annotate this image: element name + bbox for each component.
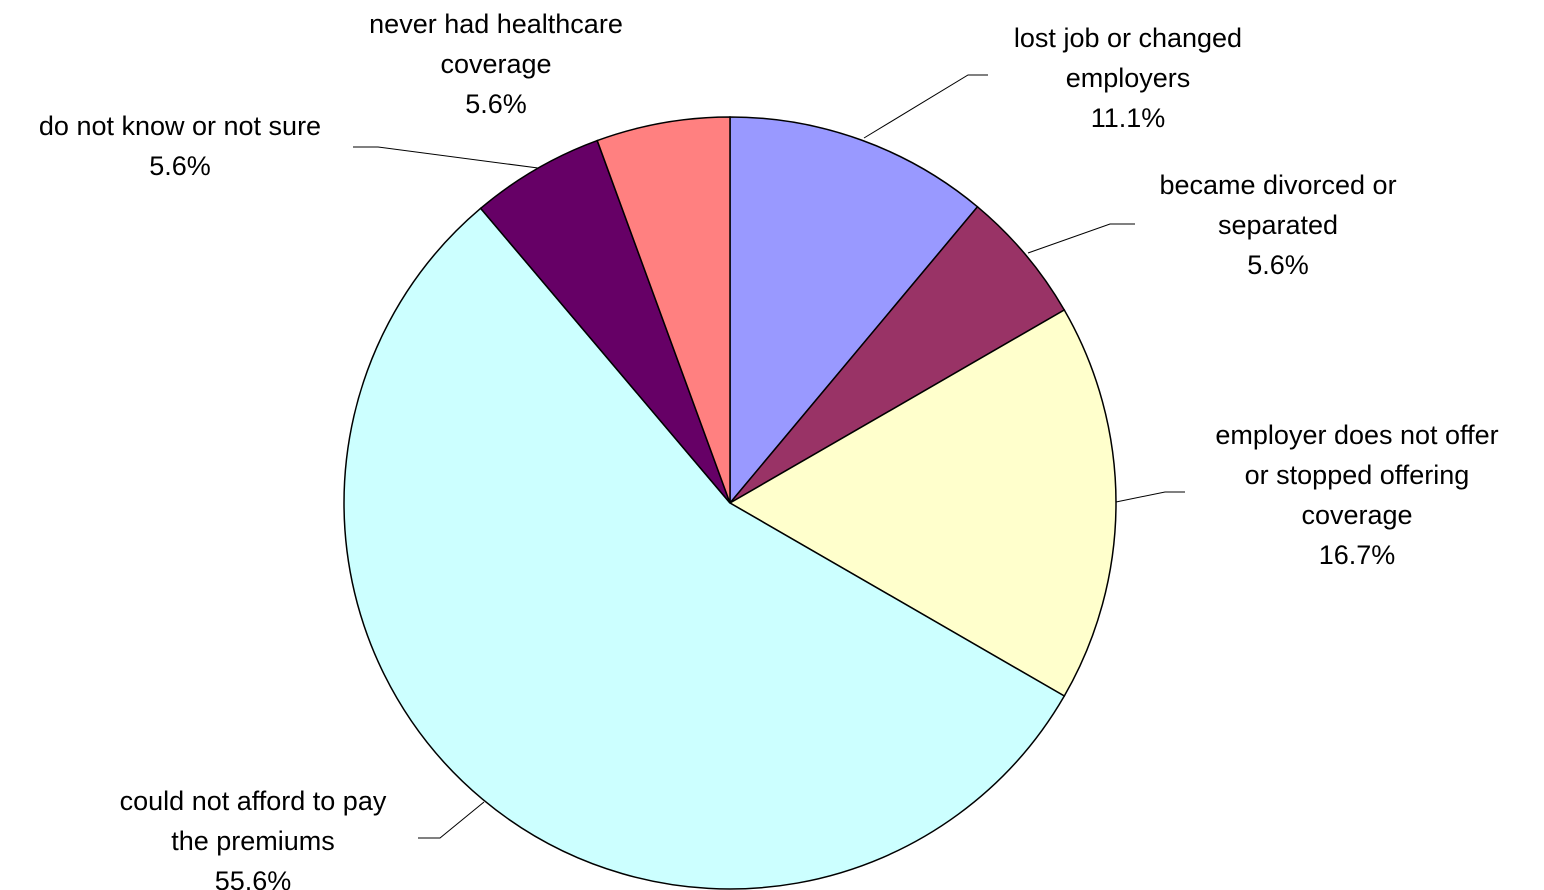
slice-label-2: became divorced or separated 5.6% xyxy=(1159,170,1396,280)
pie-slice-2 xyxy=(729,205,1066,504)
slice-category-label: do not know or not sure xyxy=(39,111,321,141)
leader-lines xyxy=(353,74,1185,839)
slice-category-label: employer does not offer xyxy=(1215,420,1498,450)
slice-value-label: 55.6% xyxy=(215,866,292,890)
slice-label-1: lost job or changed employers 11.1% xyxy=(1014,23,1242,133)
pie-slice-1 xyxy=(729,116,979,506)
leader-line-3 xyxy=(1115,491,1185,503)
slice-category-label: became divorced or xyxy=(1159,170,1396,200)
leader-line-2 xyxy=(1027,223,1135,254)
pie-slice-5 xyxy=(479,139,731,504)
slice-category-label: or stopped offering xyxy=(1245,460,1470,490)
slice-value-label: 5.6% xyxy=(465,89,527,119)
slice-category-label: could not afford to pay xyxy=(120,786,387,816)
pie-slice-6 xyxy=(596,116,731,504)
leader-line-5 xyxy=(353,146,539,169)
slice-label-6: never had healthcare coverage 5.6% xyxy=(369,9,623,119)
slice-label-5: do not know or not sure 5.6% xyxy=(39,111,321,181)
slice-category-label: coverage xyxy=(440,49,551,79)
leader-line-1 xyxy=(863,74,988,139)
slice-value-label: 16.7% xyxy=(1319,540,1396,570)
slice-label-4: could not afford to pay the premiums 55.6% xyxy=(120,786,387,890)
slice-category-label: employers xyxy=(1066,63,1191,93)
slice-category-label: lost job or changed xyxy=(1014,23,1242,53)
slice-label-3: employer does not offer or stopped offeri… xyxy=(1215,420,1498,570)
slice-category-label: coverage xyxy=(1301,500,1412,530)
slice-category-label: never had healthcare xyxy=(369,9,623,39)
slice-category-label: the premiums xyxy=(171,826,335,856)
slice-value-label: 5.6% xyxy=(149,151,211,181)
slice-value-label: 5.6% xyxy=(1247,250,1309,280)
pie-slice-4 xyxy=(343,207,1066,890)
slice-value-label: 11.1% xyxy=(1091,103,1166,133)
pie-slice-3 xyxy=(728,308,1117,698)
leader-line-4 xyxy=(418,801,485,839)
slice-category-label: separated xyxy=(1218,210,1338,240)
slice-labels: lost job or changed employers 11.1% became … xyxy=(39,9,1499,890)
pie-slices xyxy=(343,116,1117,890)
